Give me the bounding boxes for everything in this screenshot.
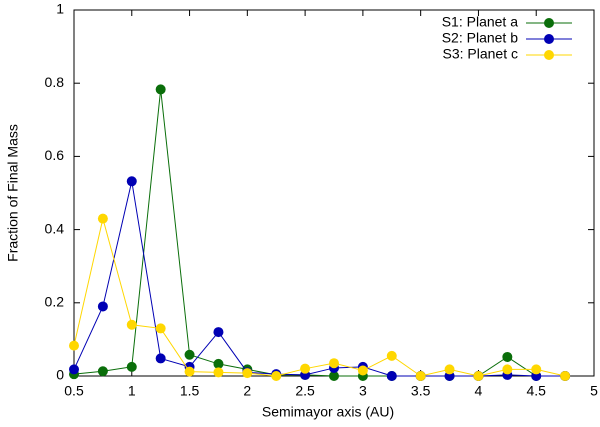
data-point	[473, 371, 484, 381]
y-tick-label: 0.8	[45, 74, 65, 90]
legend-marker	[544, 50, 554, 60]
series-line	[73, 218, 566, 377]
x-tick-label: 0.5	[64, 383, 84, 399]
legend-label: S3: Planet c	[443, 46, 519, 62]
x-tick-label: 1.5	[180, 383, 200, 399]
data-point	[531, 364, 542, 375]
legend-marker	[544, 34, 554, 44]
data-point	[126, 319, 137, 330]
data-point	[386, 350, 397, 361]
x-tick-label: 3	[359, 383, 367, 399]
data-point	[502, 364, 513, 375]
y-tick-label: 1	[56, 1, 64, 17]
data-point	[357, 365, 368, 376]
data-point	[155, 323, 166, 334]
x-tick-label: 3.5	[411, 383, 431, 399]
data-point	[213, 367, 224, 378]
data-point	[155, 353, 166, 364]
x-tick-label: 4	[475, 383, 483, 399]
data-point	[300, 363, 311, 374]
data-point	[213, 358, 224, 369]
data-point	[213, 327, 224, 338]
y-tick-label: 0	[56, 367, 64, 383]
data-point	[502, 351, 513, 362]
legend-marker	[544, 18, 554, 28]
data-point	[155, 84, 166, 95]
y-tick-label: 0.4	[45, 220, 65, 236]
y-tick-label: 0.6	[45, 147, 65, 163]
data-point	[242, 368, 253, 379]
data-point	[69, 340, 79, 351]
plot-border	[73, 9, 595, 377]
x-tick-label: 2	[243, 383, 251, 399]
y-axis-label: Fraction of Final Mass	[5, 124, 21, 262]
data-point	[97, 366, 108, 377]
data-point	[329, 358, 339, 369]
data-point	[386, 371, 397, 381]
data-point	[184, 366, 195, 377]
x-tick-label: 4.5	[526, 383, 546, 399]
data-point	[329, 371, 339, 381]
legend-label: S1: Planet a	[442, 14, 518, 30]
x-tick-label: 5	[590, 383, 598, 399]
data-point	[97, 213, 108, 224]
data-point	[97, 301, 108, 312]
data-point	[415, 371, 426, 381]
data-point	[126, 361, 137, 372]
x-tick-label: 1	[128, 383, 136, 399]
x-tick-label: 2.5	[295, 383, 315, 399]
data-point	[69, 364, 79, 375]
data-point	[184, 349, 195, 360]
x-axis-label: Semimayor axis (AU)	[262, 404, 394, 420]
data-point	[126, 176, 137, 187]
series-line	[73, 89, 566, 377]
legend-label: S2: Planet b	[442, 30, 518, 46]
data-point	[444, 364, 455, 375]
data-point	[560, 371, 571, 381]
data-point	[271, 371, 282, 381]
y-tick-label: 0.2	[45, 294, 65, 310]
